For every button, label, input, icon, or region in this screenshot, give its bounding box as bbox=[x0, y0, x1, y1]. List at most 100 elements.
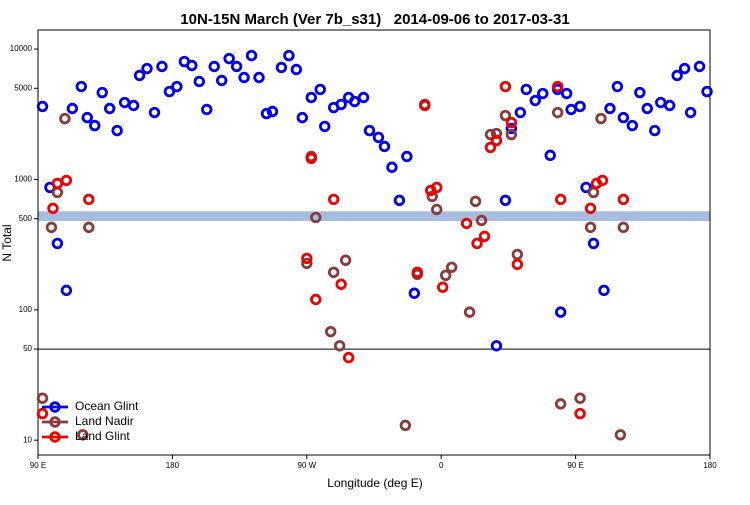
x-axis-label: Longitude (deg E) bbox=[327, 476, 422, 490]
point bbox=[574, 392, 586, 404]
point bbox=[490, 127, 503, 140]
point bbox=[617, 193, 630, 206]
point bbox=[290, 63, 303, 76]
point bbox=[103, 102, 116, 115]
point bbox=[701, 85, 713, 98]
point bbox=[426, 190, 438, 203]
point bbox=[408, 287, 421, 299]
point bbox=[471, 237, 483, 250]
point bbox=[77, 429, 89, 441]
point bbox=[580, 181, 592, 194]
point bbox=[611, 80, 624, 93]
point bbox=[245, 49, 258, 62]
point bbox=[499, 194, 512, 207]
point bbox=[342, 351, 355, 364]
legend-marker bbox=[49, 416, 61, 428]
point bbox=[634, 86, 646, 99]
point bbox=[490, 134, 503, 147]
point bbox=[327, 266, 340, 278]
y-tick-label: 100 bbox=[19, 305, 33, 314]
point bbox=[59, 112, 71, 125]
point bbox=[478, 230, 491, 243]
point bbox=[36, 407, 49, 420]
legend-label: Land Nadir bbox=[75, 414, 134, 428]
point bbox=[436, 281, 449, 293]
point bbox=[490, 340, 503, 352]
point bbox=[310, 211, 322, 224]
point bbox=[537, 87, 549, 100]
x-tick-label: 0 bbox=[439, 461, 444, 470]
x-tick-label: 180 bbox=[703, 461, 717, 470]
point bbox=[81, 111, 93, 124]
point bbox=[678, 62, 691, 75]
chart-title: 10N-15N March (Ver 7b_s31) 2014-09-06 to… bbox=[180, 11, 569, 28]
point bbox=[333, 340, 346, 352]
point bbox=[60, 284, 73, 297]
point bbox=[310, 293, 322, 306]
legend-marker bbox=[49, 401, 61, 413]
point bbox=[641, 102, 653, 115]
point bbox=[89, 119, 101, 132]
point bbox=[596, 174, 609, 187]
point bbox=[505, 128, 518, 141]
x-tick-label: 90 W bbox=[297, 461, 316, 470]
legend-label: Land Glint bbox=[75, 429, 130, 443]
point bbox=[36, 392, 49, 404]
point bbox=[693, 60, 706, 73]
point bbox=[83, 221, 95, 234]
point bbox=[574, 407, 586, 420]
point bbox=[301, 252, 313, 265]
point bbox=[260, 107, 273, 120]
point bbox=[529, 94, 541, 107]
point bbox=[505, 122, 518, 135]
point bbox=[314, 83, 326, 96]
point bbox=[663, 99, 676, 112]
point bbox=[671, 69, 683, 82]
point bbox=[327, 193, 340, 206]
plot-frame bbox=[37, 29, 711, 456]
point bbox=[554, 398, 567, 410]
point bbox=[386, 161, 398, 173]
point bbox=[357, 91, 370, 104]
x-tick-label: 90 E bbox=[30, 461, 46, 470]
point bbox=[266, 105, 279, 118]
point bbox=[348, 95, 361, 108]
point bbox=[604, 102, 616, 115]
point bbox=[335, 98, 347, 111]
point bbox=[484, 141, 497, 154]
point bbox=[36, 100, 49, 113]
y-tick-label: 10000 bbox=[10, 44, 33, 53]
point bbox=[574, 100, 586, 113]
y-tick-label: 500 bbox=[19, 214, 33, 223]
shaded-band bbox=[38, 211, 710, 221]
point bbox=[51, 237, 64, 250]
point bbox=[230, 60, 243, 73]
point bbox=[499, 80, 512, 93]
point bbox=[156, 60, 168, 73]
point bbox=[617, 111, 630, 124]
point bbox=[301, 257, 313, 270]
point bbox=[305, 152, 317, 165]
point bbox=[484, 128, 497, 141]
point bbox=[499, 109, 512, 122]
y-tick-label: 50 bbox=[23, 344, 32, 353]
point bbox=[584, 202, 597, 215]
point bbox=[393, 194, 406, 207]
point bbox=[511, 258, 524, 271]
point bbox=[127, 99, 140, 112]
point bbox=[475, 214, 488, 227]
point bbox=[283, 49, 295, 62]
point bbox=[411, 266, 424, 278]
point bbox=[598, 284, 610, 297]
y-tick-label: 5000 bbox=[14, 83, 32, 92]
point bbox=[401, 150, 413, 163]
point bbox=[520, 83, 533, 96]
point bbox=[201, 103, 213, 116]
point bbox=[75, 80, 88, 93]
point bbox=[45, 221, 58, 234]
point bbox=[339, 254, 352, 266]
point bbox=[514, 106, 527, 119]
y-tick-label: 1000 bbox=[14, 175, 32, 184]
